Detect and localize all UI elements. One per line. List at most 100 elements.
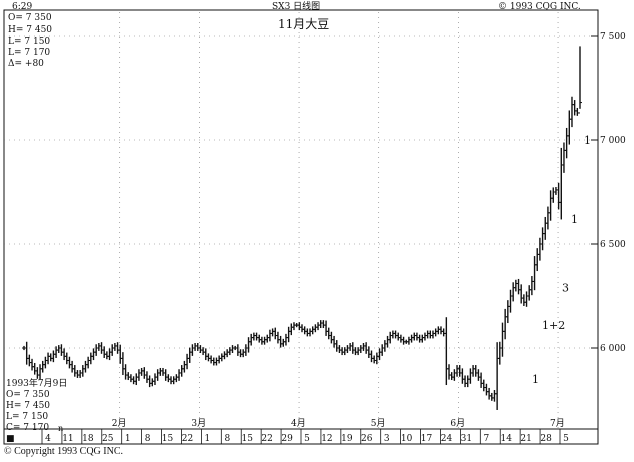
price-bar — [503, 308, 508, 340]
price-bar — [447, 364, 452, 380]
price-bar — [120, 352, 125, 376]
price-bar — [481, 379, 486, 392]
price-bar — [468, 368, 473, 384]
price-bar — [35, 367, 40, 379]
x-day-label: 12 — [321, 434, 332, 444]
price-bar — [569, 96, 574, 128]
wave-annotations: 1 1+2 3 1 1 — [532, 134, 591, 386]
x-day-label: 24 — [441, 434, 453, 444]
x-day-label: 19 — [341, 434, 353, 444]
price-bar — [64, 352, 69, 365]
price-bar — [46, 352, 51, 365]
price-bar — [161, 367, 165, 376]
gridlines — [4, 12, 598, 428]
price-bar — [372, 355, 377, 364]
price-bar — [201, 347, 206, 356]
price-bar — [30, 358, 35, 371]
price-bar — [171, 376, 176, 385]
wave-annotation: 1 — [584, 134, 591, 147]
x-day-label: 25 — [102, 434, 114, 444]
price-bar — [329, 331, 334, 344]
price-bar — [511, 282, 516, 302]
price-bar — [131, 376, 136, 385]
x-day-label: 3 — [384, 434, 390, 444]
x-day-label: 5 — [563, 434, 569, 444]
x-month-label: 3月 — [191, 418, 206, 429]
quote-bottom-low: L= 7 150 — [6, 412, 48, 422]
price-bar — [107, 348, 112, 361]
price-bar — [497, 341, 502, 365]
price-bar — [254, 332, 259, 341]
price-bar — [348, 343, 353, 351]
price-bar — [377, 348, 382, 361]
x-day-label: 22 — [182, 434, 193, 444]
price-bar — [358, 345, 363, 353]
price-bar — [406, 336, 411, 345]
price-bar — [513, 279, 518, 292]
price-bar — [524, 291, 529, 307]
price-bar — [123, 364, 128, 380]
quote-top-open: O= 7 350 — [8, 13, 52, 23]
price-bar — [177, 369, 182, 381]
price-bar — [310, 326, 315, 335]
price-bar — [289, 323, 294, 336]
price-bar — [444, 317, 449, 386]
price-bar — [225, 349, 230, 358]
price-bar — [273, 327, 278, 340]
price-bar — [409, 334, 414, 343]
x-month-label: 7月 — [550, 418, 565, 429]
x-month-label: 4月 — [291, 418, 306, 429]
price-bar — [126, 372, 131, 381]
price-bar — [361, 343, 366, 351]
price-bar — [430, 330, 435, 339]
price-bar — [94, 344, 99, 356]
price-bar — [257, 334, 262, 343]
price-bar — [366, 346, 371, 358]
price-bar — [398, 334, 403, 343]
price-bar — [473, 365, 478, 377]
price-bar — [433, 328, 438, 337]
price-bar — [99, 342, 104, 354]
price-bar — [519, 284, 524, 304]
price-bar — [441, 328, 446, 337]
time-label: 6:29 — [12, 2, 32, 12]
price-bar — [428, 330, 433, 339]
price-bar — [86, 356, 91, 369]
price-bar — [187, 347, 192, 363]
price-bar — [281, 338, 286, 347]
y-tick-label: 6 000 — [600, 344, 626, 354]
x-day-label: 21 — [520, 434, 531, 444]
price-bar — [235, 344, 240, 356]
price-bar — [40, 360, 45, 373]
price-bar — [51, 350, 56, 363]
price-bar — [417, 334, 422, 343]
price-bar — [297, 322, 302, 331]
price-bar — [195, 343, 200, 351]
x-month-label: 2月 — [112, 418, 127, 429]
price-bar — [516, 278, 521, 295]
x-day-label: 8 — [145, 434, 151, 444]
quote-bottom-open: O= 7 350 — [6, 390, 50, 400]
price-bar — [302, 326, 307, 335]
quote-top-change: Δ= +80 — [8, 59, 44, 69]
x-day-label: 15 — [242, 434, 254, 444]
price-bar — [521, 294, 526, 306]
price-bar — [551, 187, 556, 203]
price-bar — [578, 46, 582, 114]
price-bar — [313, 324, 318, 333]
price-bar — [527, 285, 532, 301]
x-day-label: 10 — [401, 434, 413, 444]
price-bar — [91, 348, 96, 361]
price-bar — [96, 343, 101, 351]
price-bar — [251, 332, 256, 341]
x-day-label: 4 — [45, 434, 51, 444]
price-bar — [337, 345, 342, 353]
price-bar — [476, 369, 481, 381]
price-bar — [169, 376, 174, 385]
price-bar — [166, 374, 171, 383]
y-tick-label: 7 500 — [600, 32, 626, 42]
price-bar — [369, 350, 374, 363]
price-bar — [243, 344, 248, 356]
price-bar — [259, 336, 264, 345]
price-bar — [193, 343, 198, 351]
